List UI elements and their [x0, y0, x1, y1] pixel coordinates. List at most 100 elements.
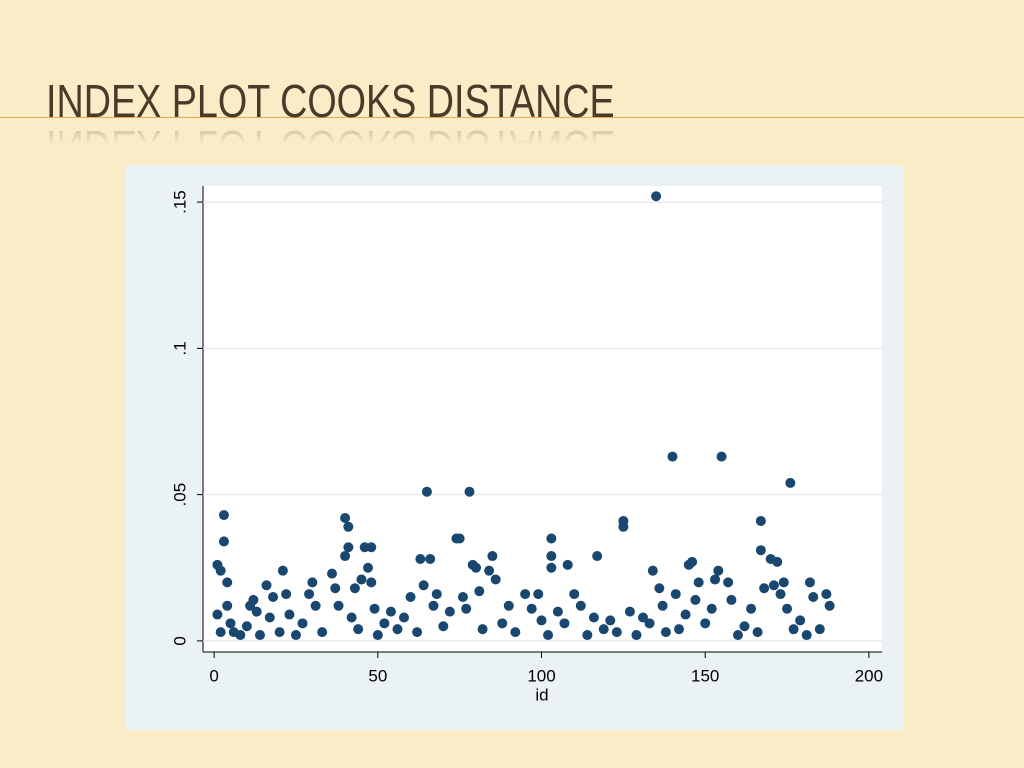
point: [716, 451, 727, 462]
x-axis-label: id: [535, 685, 548, 704]
point: [778, 577, 789, 588]
point: [356, 574, 367, 585]
point: [461, 603, 472, 614]
point: [782, 603, 793, 614]
point: [392, 624, 403, 635]
point: [399, 612, 410, 623]
point: [290, 630, 301, 641]
point: [343, 542, 354, 553]
point: [667, 451, 678, 462]
point: [552, 606, 563, 617]
point: [326, 568, 337, 579]
point: [264, 612, 275, 623]
point: [363, 562, 374, 573]
point: [804, 577, 815, 588]
point: [723, 577, 734, 588]
point: [235, 630, 246, 641]
point: [385, 606, 396, 617]
point: [477, 624, 488, 635]
point: [575, 600, 586, 611]
point: [438, 621, 449, 632]
point: [307, 577, 318, 588]
point: [775, 589, 786, 600]
point: [215, 565, 226, 576]
point: [624, 606, 635, 617]
point: [218, 536, 229, 547]
point: [618, 521, 629, 532]
point: [755, 515, 766, 526]
point: [215, 627, 226, 638]
plot-area: [203, 186, 882, 652]
point: [474, 586, 485, 597]
point: [569, 589, 580, 600]
point: [212, 609, 223, 620]
point: [330, 583, 341, 594]
point: [254, 630, 265, 641]
point: [700, 618, 711, 629]
x-tick-label: 150: [691, 666, 719, 685]
point: [814, 624, 825, 635]
point: [412, 627, 423, 638]
point: [592, 551, 603, 562]
point: [490, 574, 501, 585]
point: [739, 621, 750, 632]
point: [808, 592, 819, 603]
point: [297, 618, 308, 629]
point: [222, 600, 233, 611]
point: [687, 556, 698, 567]
point: [755, 545, 766, 556]
x-tick-label: 50: [368, 666, 387, 685]
point: [353, 624, 364, 635]
point: [654, 583, 665, 594]
point: [274, 627, 285, 638]
point: [706, 603, 717, 614]
slide-title: INDEX PLOT COOKS DISTANCE: [46, 75, 615, 127]
point: [277, 565, 288, 576]
point: [693, 577, 704, 588]
point: [795, 615, 806, 626]
point: [510, 627, 521, 638]
point: [261, 580, 272, 591]
x-tick-label: 200: [855, 666, 883, 685]
point: [218, 510, 229, 521]
point: [768, 580, 779, 591]
point: [726, 594, 737, 605]
point: [801, 630, 812, 641]
point: [562, 559, 573, 570]
point: [487, 551, 498, 562]
point: [369, 603, 380, 614]
point: [785, 477, 796, 488]
point: [690, 594, 701, 605]
point: [746, 603, 757, 614]
point: [657, 600, 668, 611]
point: [644, 618, 655, 629]
point: [284, 609, 295, 620]
point: [732, 630, 743, 641]
point: [372, 630, 383, 641]
point: [647, 565, 658, 576]
point: [546, 551, 557, 562]
point: [428, 600, 439, 611]
point: [304, 589, 315, 600]
y-tick-label: .1: [170, 341, 189, 355]
x-tick-label: 100: [527, 666, 555, 685]
point: [415, 553, 426, 564]
point: [484, 565, 495, 576]
point: [366, 577, 377, 588]
point: [670, 589, 681, 600]
point: [343, 521, 354, 532]
y-tick-label: .05: [170, 483, 189, 507]
point: [431, 589, 442, 600]
point: [546, 533, 557, 544]
point: [340, 551, 351, 562]
point: [405, 592, 416, 603]
point: [710, 574, 721, 585]
point: [333, 600, 344, 611]
point: [611, 627, 622, 638]
point: [631, 630, 642, 641]
point: [503, 600, 514, 611]
point: [444, 606, 455, 617]
point: [241, 621, 252, 632]
point: [346, 612, 357, 623]
